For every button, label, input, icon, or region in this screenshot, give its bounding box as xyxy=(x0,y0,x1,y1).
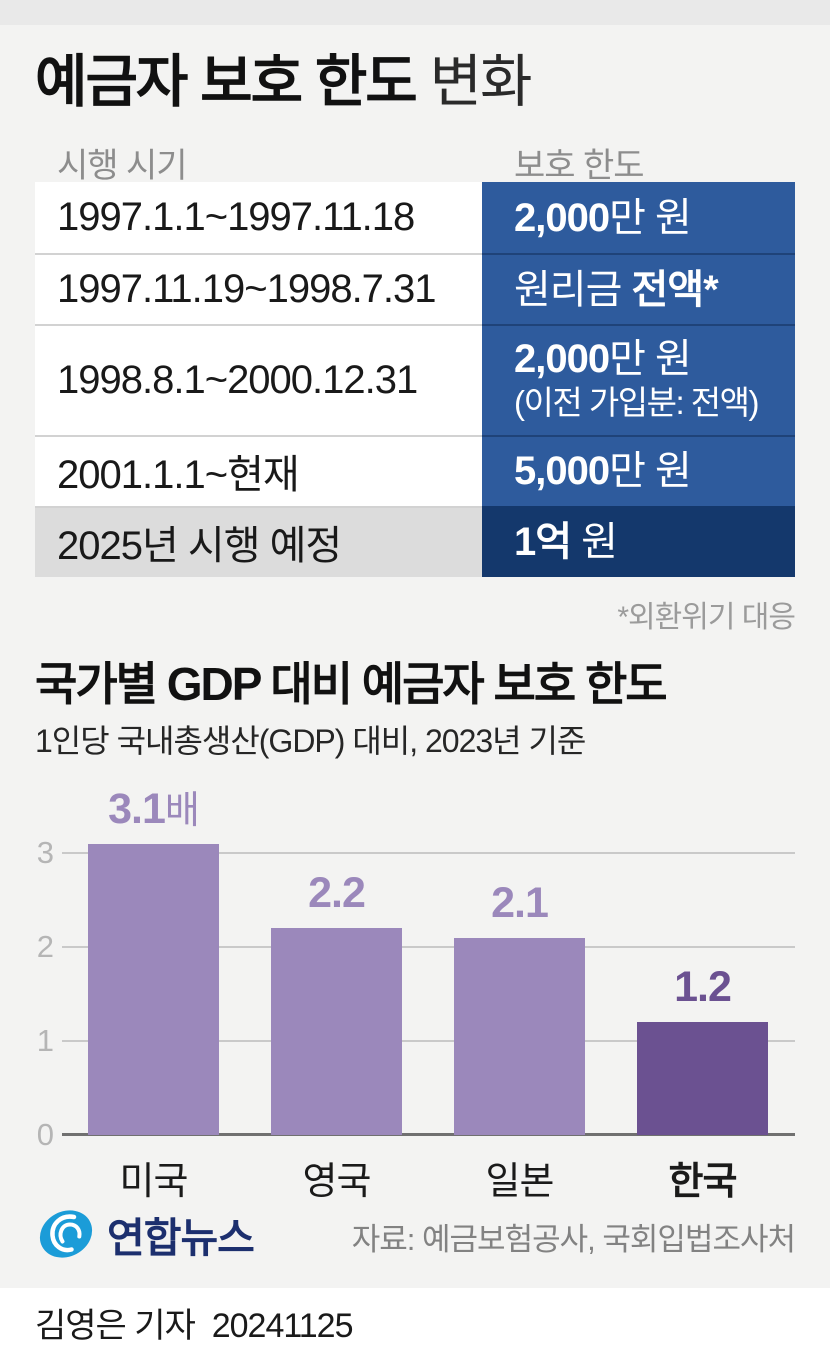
limit-cell: 2,000만 원 (이전 가입분: 전액) xyxy=(482,324,795,435)
limits-table: 1997.1.1~1997.11.18 2,000만 원 1997.11.19~… xyxy=(35,182,795,577)
gridline xyxy=(62,946,795,948)
y-tick-label: 2 xyxy=(36,929,54,964)
period-text: 1998.8.1~2000.12.31 xyxy=(57,357,418,402)
top-strip xyxy=(0,0,830,25)
bar-value-label: 2.2 xyxy=(308,869,366,918)
limit-value: 원리금 전액* xyxy=(514,267,785,313)
bar-category-label: 미국 xyxy=(119,1161,189,1203)
limit-note: (이전 가입분: 전액) xyxy=(514,384,760,421)
table-row: 2025년 시행 예정 1억 원 xyxy=(35,505,795,577)
bar-value-label: 2.1 xyxy=(491,878,549,927)
limit-bold: 2,000 xyxy=(514,337,610,381)
table-row: 1997.11.19~1998.7.31 원리금 전액* xyxy=(35,253,795,324)
limit-suffix: 원 xyxy=(571,520,618,565)
bar-category-label: 일본 xyxy=(485,1161,555,1203)
limit-cell: 2,000만 원 xyxy=(482,182,795,253)
bar-value-label: 3.1배 xyxy=(108,784,200,833)
limit-value: 5,000만 원 xyxy=(514,448,785,494)
y-tick-label: 1 xyxy=(36,1023,54,1058)
period-text: 2025년 시행 예정 xyxy=(57,524,342,569)
period-cell: 2001.1.1~현재 xyxy=(35,434,482,506)
chart-plot: 3.1배 2.2 2.1 1.2 xyxy=(62,785,795,1136)
limit-suffix: 만 원 xyxy=(609,195,692,240)
gridline xyxy=(62,1040,795,1042)
chart-bar xyxy=(454,937,585,1135)
limit-suffix: 만 원 xyxy=(609,337,692,381)
page-title-strong: 예금자 보호 한도 xyxy=(35,50,418,114)
limit-cell: 1억 원 xyxy=(482,505,795,577)
page-title-light-text: 변화 xyxy=(429,50,533,114)
chart-bar xyxy=(88,843,219,1135)
table-row: 1997.1.1~1997.11.18 2,000만 원 xyxy=(35,182,795,253)
x-axis-baseline xyxy=(62,1133,795,1136)
limit-bold: 5,000 xyxy=(514,449,610,494)
limit-cell: 5,000만 원 xyxy=(482,434,795,506)
page-title: 예금자 보호 한도 변화 xyxy=(35,36,533,118)
bar-value-label: 1.2 xyxy=(674,963,732,1012)
logo-text: 연합뉴스 xyxy=(107,1215,255,1261)
y-tick-label: 3 xyxy=(36,835,54,870)
limit-value: 2,000만 원 xyxy=(514,195,785,241)
limit-bold: 1억 xyxy=(514,520,572,565)
bar-category-label: 영국 xyxy=(302,1161,372,1203)
period-text: 1997.1.1~1997.11.18 xyxy=(57,195,415,239)
limit-value: 1억 원 xyxy=(514,519,785,565)
byline: 김영은 기자 20241125 xyxy=(35,1307,353,1345)
limit-bold: 2,000 xyxy=(514,195,610,240)
source-credit: 자료: 예금보험공사, 국회입법조사처 xyxy=(351,1222,796,1257)
limit-bold: 전액* xyxy=(631,267,719,312)
period-cell: 1997.1.1~1997.11.18 xyxy=(35,182,482,253)
chart-bar xyxy=(271,928,402,1135)
period-cell: 1998.8.1~2000.12.31 xyxy=(35,324,482,435)
bar-chart: 3.1배 2.2 2.1 1.2 0 1 2 3 미국 영국 일본 한국 xyxy=(0,785,830,1203)
column-header-limit: 보호 한도 xyxy=(514,147,645,185)
period-text: 2001.1.1~현재 xyxy=(57,453,300,498)
gridline xyxy=(62,852,795,854)
chart-bar xyxy=(637,1022,768,1135)
yonhap-logo-icon xyxy=(39,1210,93,1258)
yonhap-logo: 연합뉴스 xyxy=(35,1203,255,1265)
table-column-headers: 시행 시기 보호 한도 xyxy=(0,138,830,185)
limit-cell: 원리금 전액* xyxy=(482,253,795,324)
period-cell: 1997.11.19~1998.7.31 xyxy=(35,253,482,324)
table-row: 2001.1.1~현재 5,000만 원 xyxy=(35,434,795,506)
limit-prefix: 원리금 xyxy=(514,267,632,312)
bar-category-label: 한국 xyxy=(668,1161,738,1203)
footnote: *외환위기 대응 xyxy=(617,601,796,634)
limit-value: 2,000만 원 xyxy=(514,336,785,382)
column-header-period: 시행 시기 xyxy=(57,147,188,185)
byline-band: 김영은 기자 20241125 xyxy=(0,1288,830,1357)
period-cell: 2025년 시행 예정 xyxy=(35,505,482,577)
limit-suffix: 만 원 xyxy=(609,449,692,494)
table-row: 1998.8.1~2000.12.31 2,000만 원 (이전 가입분: 전액… xyxy=(35,324,795,435)
chart-subtitle: 1인당 국내총생산(GDP) 대비, 2023년 기준 xyxy=(35,723,586,759)
chart-title: 국가별 GDP 대비 예금자 보호 한도 xyxy=(35,658,668,710)
period-text: 1997.11.19~1998.7.31 xyxy=(57,267,437,311)
y-tick-label: 0 xyxy=(36,1117,54,1152)
